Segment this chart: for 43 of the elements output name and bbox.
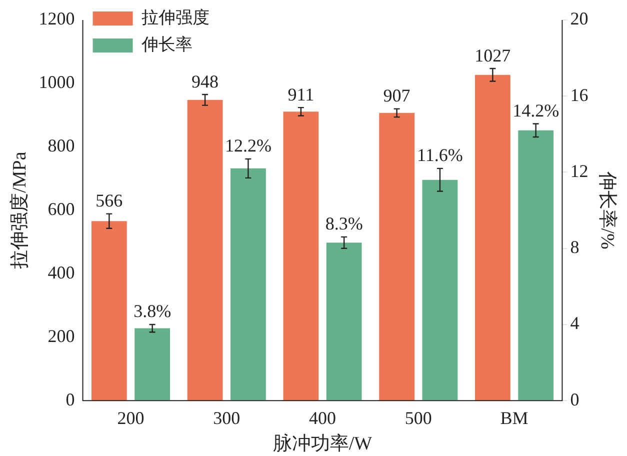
x-tick-label: 200: [117, 408, 144, 428]
data-label: 1027: [474, 45, 511, 66]
y2-tick-label: 8: [570, 237, 580, 258]
y-tick-label: 1000: [38, 72, 75, 92]
y2-tick-label: 16: [570, 84, 588, 105]
bar: [326, 242, 362, 400]
bar: [379, 112, 414, 401]
y2-tick-label: 4: [570, 313, 580, 334]
y-axis-title: 拉伸强度/MPa: [8, 151, 30, 269]
data-label: 907: [383, 86, 410, 106]
x-tick-label: 300: [213, 408, 240, 428]
legend-label: 伸长率: [140, 34, 192, 54]
data-label: 8.3%: [325, 214, 363, 234]
data-label: 566: [96, 190, 123, 211]
data-label: 12.2%: [224, 136, 272, 156]
y-tick-label: 0: [66, 389, 75, 410]
x-tick-label: BM: [500, 408, 528, 428]
bar: [230, 168, 266, 400]
x-tick-label: 500: [404, 408, 432, 428]
bar: [422, 180, 458, 400]
bar: [283, 112, 319, 401]
data-label: 14.2%: [512, 100, 560, 120]
y2-tick-label: 12: [570, 160, 588, 181]
bar: [91, 221, 127, 401]
data-label: 11.6%: [417, 145, 463, 166]
data-label: 911: [288, 84, 314, 104]
y-tick-label: 800: [48, 136, 75, 156]
legend-label: 拉伸强度: [141, 8, 210, 27]
data-label: 948: [192, 71, 219, 92]
bar: [474, 74, 510, 401]
data-label: 3.8%: [134, 301, 172, 322]
y2-axis-title: 伸长率/%: [596, 170, 619, 250]
y-tick-label: 1200: [38, 8, 75, 29]
y-tick-label: 400: [48, 262, 75, 282]
y-tick-label: 600: [48, 199, 75, 220]
bar: [187, 100, 223, 401]
y2-tick-label: 0: [570, 389, 580, 410]
x-axis-title: 脉冲功率/W: [272, 432, 372, 455]
bar: [134, 328, 170, 400]
bar: [518, 130, 554, 400]
y-tick-label: 200: [48, 326, 75, 346]
y2-tick-label: 20: [570, 8, 588, 29]
x-tick-label: 400: [309, 408, 336, 428]
